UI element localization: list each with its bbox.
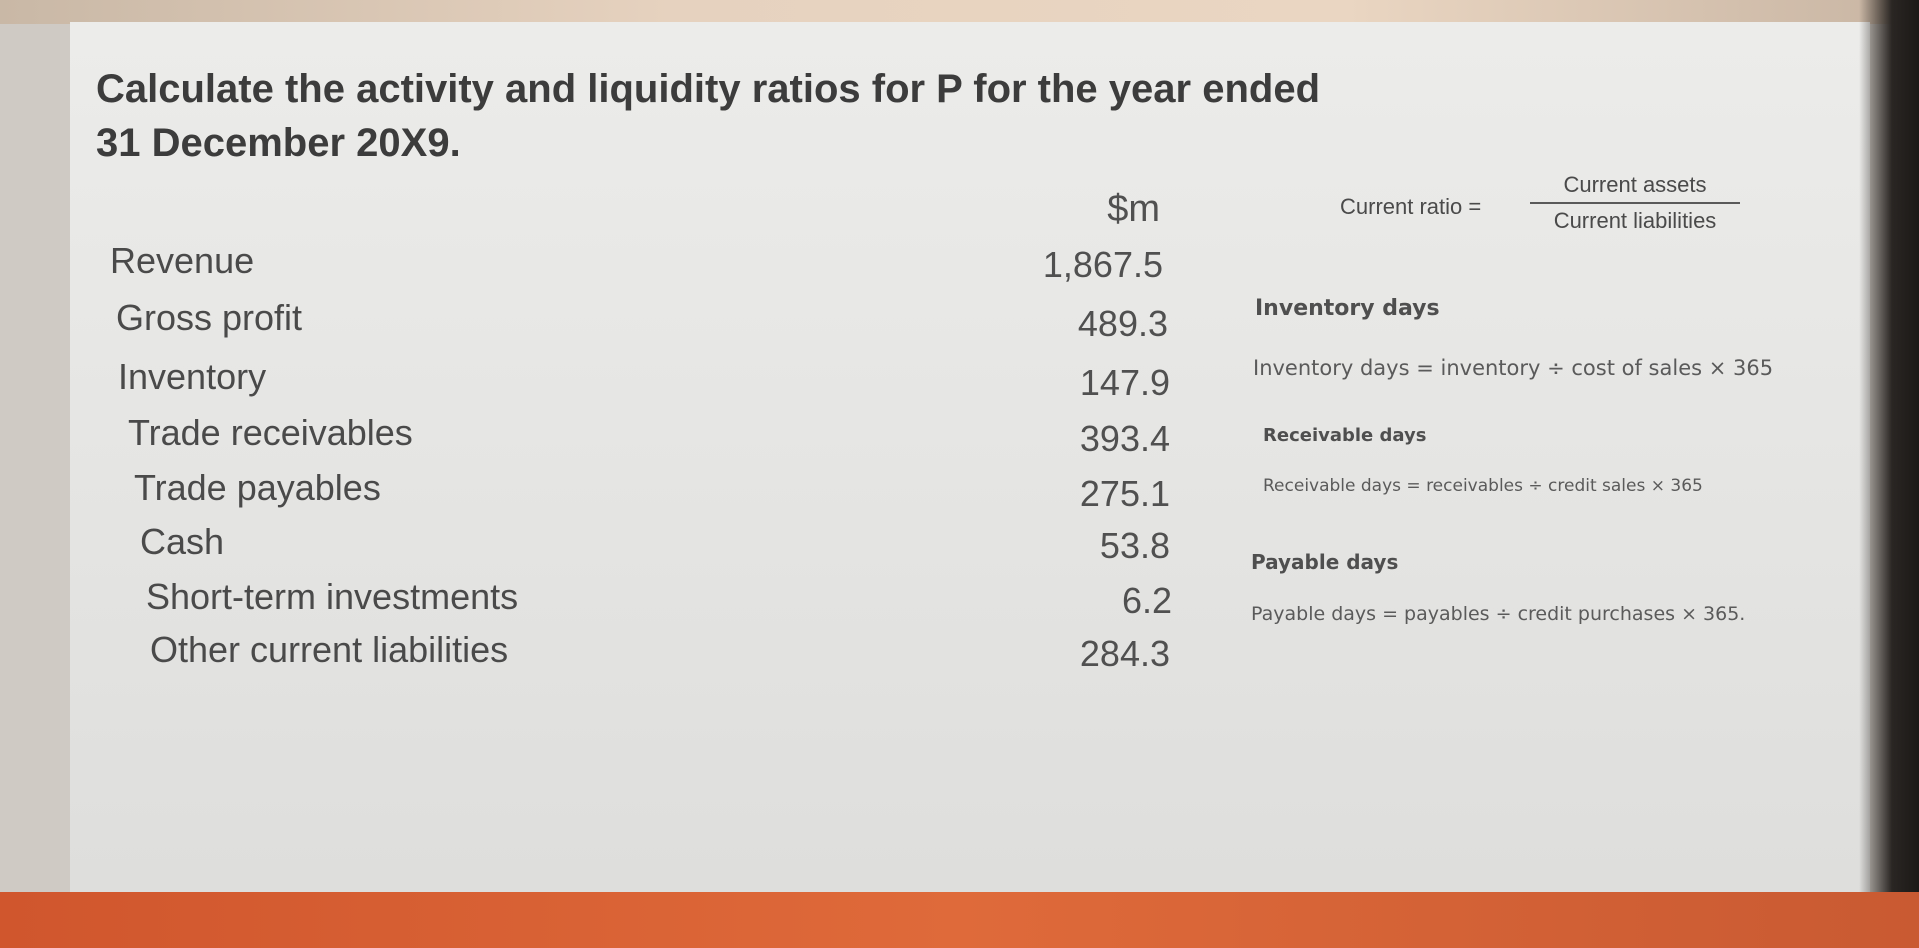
row-value-trade-payables: 275.1 [1079, 473, 1170, 514]
title-line-2: 31 December 20X9. [96, 121, 461, 165]
row-value-cash: 53.8 [1099, 525, 1170, 566]
row-label-other-current-liabilities: Other current liabilities [150, 629, 509, 670]
current-ratio-fraction: Current assets Current liabilities [1530, 172, 1740, 234]
row-value-revenue: 1,867.5 [1042, 244, 1163, 285]
row-value-short-term-investments: 6.2 [1121, 580, 1172, 621]
row-value-gross-profit: 489.3 [1077, 303, 1168, 344]
monitor-bezel-edge [1859, 0, 1919, 948]
note-heading-inventory-days: Inventory days [1255, 296, 1440, 321]
row-value-inventory: 147.9 [1079, 362, 1170, 403]
row-label-revenue: Revenue [110, 240, 255, 281]
row-label-short-term-investments: Short-term investments [146, 576, 519, 617]
row-label-gross-profit: Gross profit [116, 297, 303, 338]
slide-canvas [70, 22, 1870, 892]
title-line-1: Calculate the activity and liquidity rat… [96, 67, 1321, 111]
note-formula-receivable-days: Receivable days = receivables ÷ credit s… [1263, 476, 1703, 496]
note-formula-inventory-days: Inventory days = inventory ÷ cost of sal… [1253, 356, 1774, 380]
unit-header: $m [1107, 188, 1160, 230]
row-label-trade-payables: Trade payables [134, 467, 381, 508]
top-frame-strip [0, 0, 1919, 24]
row-label-trade-receivables: Trade receivables [128, 412, 413, 453]
row-value-other-current-liabilities: 284.3 [1079, 633, 1170, 674]
current-ratio-denominator: Current liabilities [1553, 208, 1717, 233]
note-heading-payable-days: Payable days [1251, 550, 1399, 574]
row-value-trade-receivables: 393.4 [1079, 418, 1170, 459]
row-label-inventory: Inventory [118, 356, 267, 397]
slide-title: Calculate the activity and liquidity rat… [96, 62, 1496, 170]
fraction-bar [1530, 202, 1740, 204]
bottom-accent-bar [0, 892, 1919, 948]
note-formula-payable-days: Payable days = payables ÷ credit purchas… [1251, 603, 1746, 625]
current-ratio-numerator: Current assets [1563, 172, 1707, 197]
row-label-cash: Cash [140, 521, 225, 562]
note-heading-receivable-days: Receivable days [1263, 425, 1427, 446]
current-ratio-label: Current ratio = [1340, 194, 1482, 219]
